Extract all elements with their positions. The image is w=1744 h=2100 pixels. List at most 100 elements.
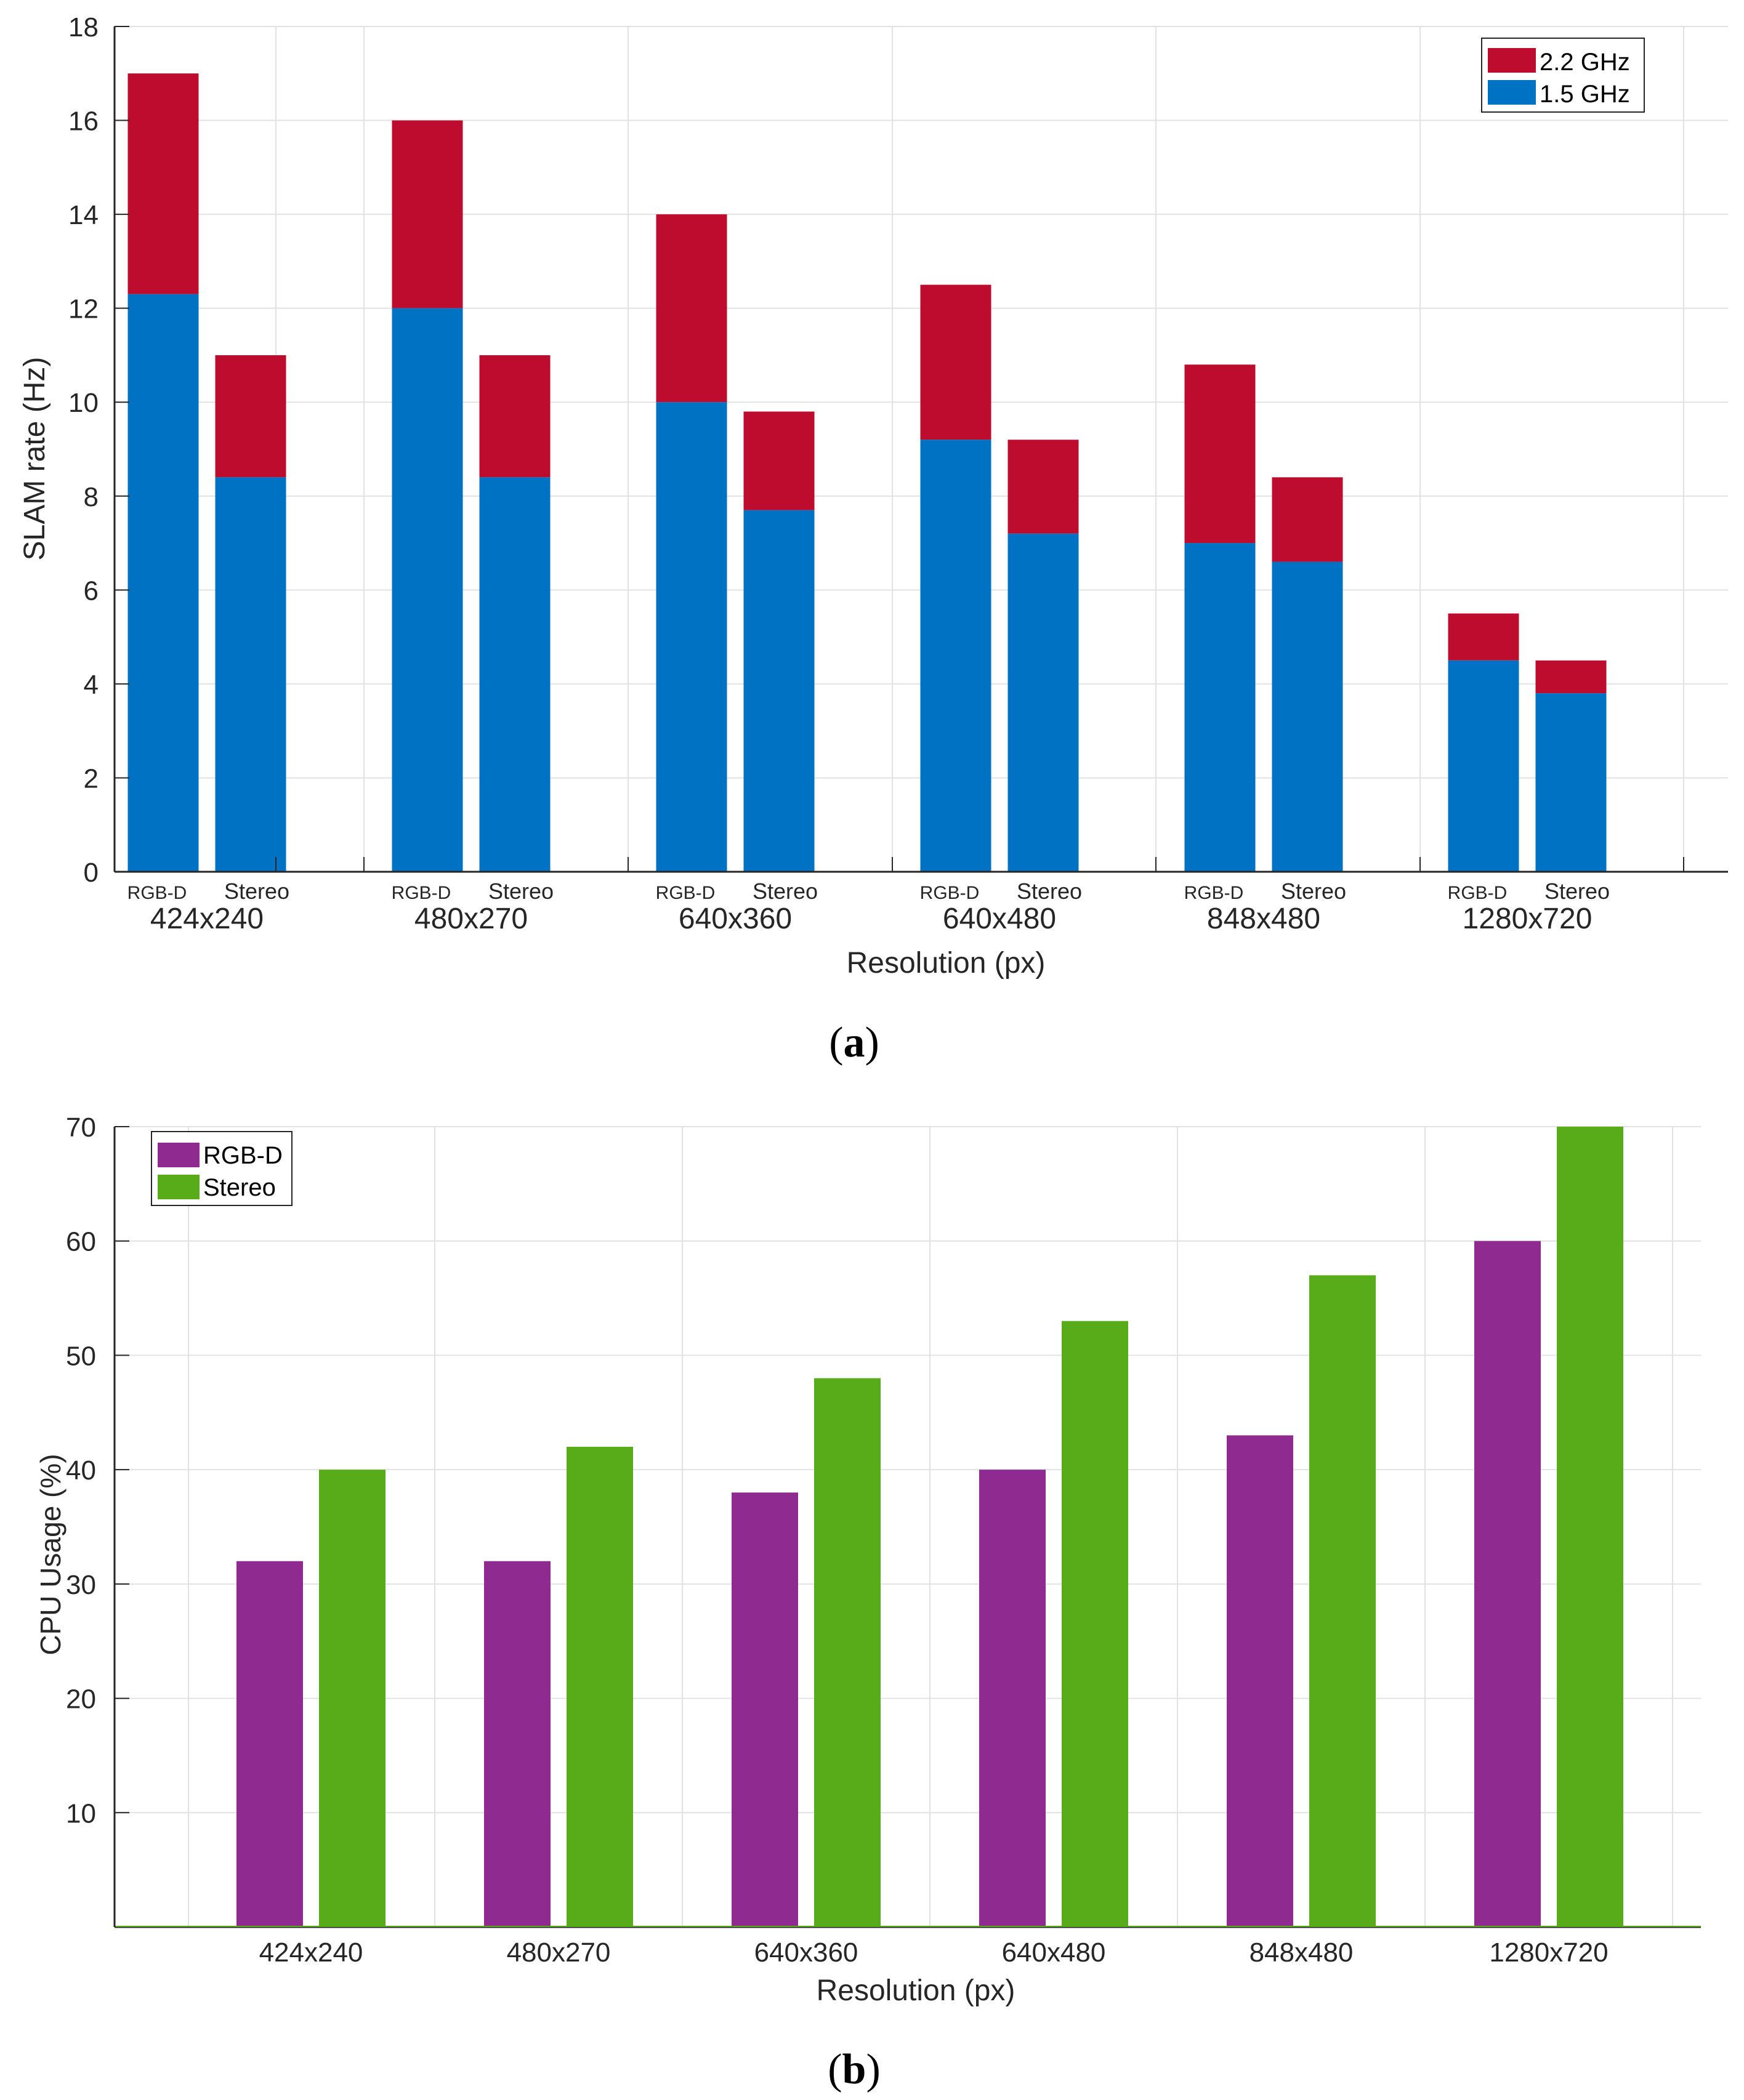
- group-label-640x480: 640x480: [943, 903, 1056, 935]
- plot-frame: [113, 26, 1728, 873]
- bar-rgb-d-1280x720: [1474, 1241, 1541, 1927]
- bar-1-5ghz-848x480-rgb-d: [1184, 543, 1256, 872]
- bar-label-stereo: Stereo: [488, 879, 554, 904]
- legend: RGB-D Stereo: [151, 1131, 293, 1206]
- y-axis-label: SLAM rate (Hz): [18, 357, 51, 561]
- y-tick-label: 12: [68, 294, 99, 324]
- y-tick-label: 70: [66, 1112, 96, 1143]
- y-tick-label: 16: [68, 107, 99, 137]
- y-tick-label: 8: [84, 482, 99, 512]
- y-tick-labels: 10 20 30 40 50 60 70: [66, 1112, 96, 1828]
- caption-b-letter: b: [842, 2046, 866, 2093]
- legend-label-rgbd: RGB-D: [203, 1142, 283, 1169]
- group-label-1280x720: 1280x720: [1463, 903, 1593, 935]
- bar-label-stereo: Stereo: [1281, 879, 1346, 904]
- bar-label-rgb-d: RGB-D: [920, 883, 980, 903]
- y-tick-label: 10: [66, 1798, 96, 1828]
- bar-2-2ghz-424x240-rgb-d: [127, 73, 199, 294]
- bar-label-rgb-d: RGB-D: [656, 883, 716, 903]
- bar-stereo-480x270: [567, 1447, 633, 1927]
- plot-frame: [113, 1126, 1701, 1928]
- y-tick-labels: 0 2 4 6 8 10 12 14 16 18: [68, 12, 99, 888]
- legend-label-2-2ghz: 2.2 GHz: [1540, 49, 1630, 76]
- bar-rgb-d-640x360: [732, 1492, 798, 1927]
- bar-1-5ghz-424x240-rgb-d: [127, 294, 199, 872]
- x-tick-label-424x240: 424x240: [259, 1937, 363, 1968]
- bar-2-2ghz-424x240-stereo: [215, 355, 286, 478]
- x-axis-label: Resolution (px): [847, 947, 1046, 980]
- bar-1-5ghz-424x240-stereo: [215, 477, 286, 872]
- bar-1-5ghz-480x270-rgb-d: [392, 308, 463, 872]
- bar-label-rgb-d: RGB-D: [1184, 883, 1244, 903]
- bar-1-5ghz-640x360-rgb-d: [656, 402, 727, 872]
- bar-stereo-848x480: [1309, 1275, 1376, 1927]
- legend-label-stereo: Stereo: [203, 1174, 276, 1201]
- legend: 2.2 GHz 1.5 GHz: [1481, 38, 1645, 113]
- bar-2-2ghz-640x480-rgb-d: [920, 284, 991, 440]
- x-tick-labels: 424x240 480x270 640x360 640x480 848x480 1280x…: [259, 1937, 1609, 1968]
- y-tick-label: 6: [84, 576, 99, 606]
- legend-label-1-5ghz: 1.5 GHz: [1540, 81, 1630, 108]
- bar-1-5ghz-480x270-stereo: [479, 477, 551, 872]
- bar-stereo-640x480: [1062, 1321, 1128, 1927]
- y-tick-label: 40: [66, 1455, 96, 1486]
- legend-swatch-rgbd: [158, 1143, 200, 1167]
- legend-swatch-stereo: [158, 1175, 200, 1199]
- group-labels: 424x240 480x270 640x360 640x480 848x480 1280x…: [150, 903, 1593, 935]
- bar-label-rgb-d: RGB-D: [127, 883, 187, 903]
- group-label-480x270: 480x270: [414, 903, 528, 935]
- bar-2-2ghz-480x270-stereo: [479, 355, 551, 478]
- bar-rgb-d-848x480: [1227, 1435, 1293, 1927]
- y-tick-label: 2: [84, 763, 99, 794]
- x-tick-label-848x480: 848x480: [1249, 1937, 1354, 1968]
- y-axis-label: CPU Usage (%): [34, 1454, 67, 1655]
- y-tick-label: 50: [66, 1341, 96, 1371]
- y-tick-label: 4: [84, 670, 99, 700]
- bar-1-5ghz-640x480-rgb-d: [920, 440, 991, 872]
- y-tick-label: 18: [68, 12, 99, 42]
- bar-stereo-640x360: [814, 1378, 881, 1927]
- caption-a-letter: a: [844, 1019, 865, 1066]
- bar-label-stereo: Stereo: [1017, 879, 1082, 904]
- bar-label-stereo: Stereo: [224, 879, 289, 904]
- bar-1-5ghz-1280x720-rgb-d: [1448, 660, 1519, 872]
- bar-stereo-1280x720: [1557, 1127, 1623, 1927]
- bar-rgb-d-424x240: [236, 1561, 303, 1927]
- bar-1-5ghz-848x480-stereo: [1272, 561, 1343, 872]
- bar-1-5ghz-1280x720-stereo: [1535, 693, 1607, 872]
- bar-2-2ghz-848x480-stereo: [1272, 477, 1343, 562]
- bar-rgb-d-480x270: [484, 1561, 551, 1927]
- caption-a: (a): [829, 1019, 879, 1066]
- cpu-usage-chart: 10 20 30 40 50 60 70 424x240 480x270 640x360 640x…: [34, 1112, 1701, 2093]
- bar-1-5ghz-640x480-stereo: [1007, 533, 1079, 872]
- caption-b: (b): [828, 2046, 881, 2093]
- legend-swatch-2-2ghz: [1488, 48, 1536, 73]
- x-tick-label-640x480: 640x480: [1002, 1937, 1106, 1968]
- bar-stereo-424x240: [319, 1470, 386, 1927]
- y-tick-label: 30: [66, 1570, 96, 1600]
- group-label-424x240: 424x240: [150, 903, 264, 935]
- y-tick-label: 20: [66, 1684, 96, 1715]
- legend-swatch-1-5ghz: [1488, 80, 1536, 105]
- x-tick-label-640x360: 640x360: [754, 1937, 858, 1968]
- bar-rgb-d-640x480: [979, 1470, 1046, 1927]
- bar-2-2ghz-1280x720-rgb-d: [1448, 613, 1519, 661]
- bar-label-stereo: Stereo: [1544, 879, 1610, 904]
- bar-labels: RGB-D Stereo RGB-D Stereo RGB-D Stereo RGB-D St…: [127, 879, 1610, 904]
- bar-label-stereo: Stereo: [753, 879, 818, 904]
- x-tick-label-1280x720: 1280x720: [1489, 1937, 1608, 1968]
- bar-2-2ghz-640x360-rgb-d: [656, 214, 727, 403]
- y-tick-label: 60: [66, 1227, 96, 1257]
- bar-2-2ghz-848x480-rgb-d: [1184, 364, 1256, 544]
- bar-2-2ghz-640x360-stereo: [743, 411, 815, 510]
- bars: [127, 73, 1607, 872]
- x-tick-label-480x270: 480x270: [507, 1937, 611, 1968]
- bar-label-rgb-d: RGB-D: [1448, 883, 1508, 903]
- bar-2-2ghz-640x480-stereo: [1007, 440, 1079, 534]
- y-tick-label: 0: [84, 858, 99, 888]
- bar-label-rgb-d: RGB-D: [392, 883, 451, 903]
- bar-2-2ghz-1280x720-stereo: [1535, 660, 1607, 694]
- y-tick-label: 10: [68, 388, 99, 418]
